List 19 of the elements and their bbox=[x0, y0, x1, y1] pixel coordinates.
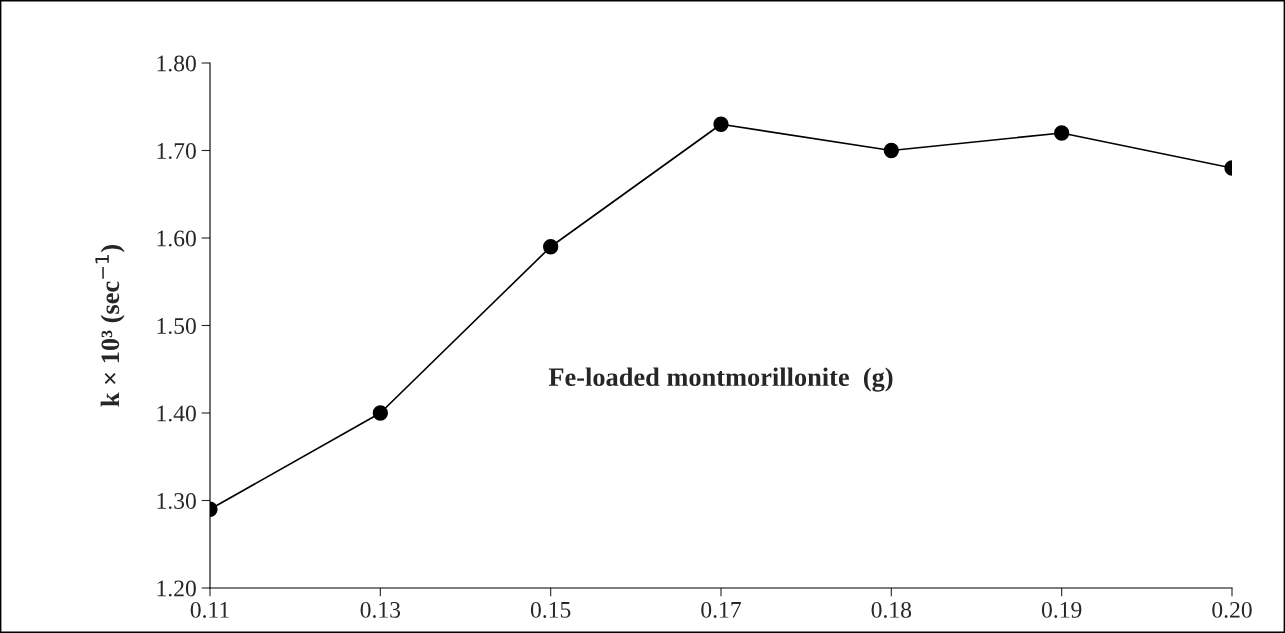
x-tick-label: 0.15 bbox=[530, 601, 571, 618]
x-tick-label: 0.17 bbox=[701, 601, 741, 618]
y-tick-label: 1.20 bbox=[157, 580, 196, 597]
x-tick-label: 0.20 bbox=[1212, 601, 1252, 618]
x-tick-label: 0.11 bbox=[190, 601, 229, 618]
y-tick-label: 1.80 bbox=[157, 55, 196, 72]
y-tick-label: 1.60 bbox=[157, 230, 196, 247]
y-tick-label: 1.30 bbox=[157, 492, 196, 510]
x-tick-label: 0.18 bbox=[871, 601, 912, 618]
point bbox=[713, 116, 729, 132]
point bbox=[883, 142, 899, 159]
point bbox=[543, 239, 559, 255]
y-tick-label: 1.40 bbox=[157, 405, 196, 422]
x-axis-title: Fe-loaded montmorillonite (g) bbox=[548, 367, 893, 392]
x-tick-label: 0.13 bbox=[360, 601, 401, 618]
y-tick-label: 1.50 bbox=[157, 317, 196, 335]
x-tick-label: 0.19 bbox=[1041, 601, 1082, 618]
y-axis-title: k × 10³ (sec$^{−1}$) bbox=[95, 245, 125, 407]
y-tick-label: 1.70 bbox=[157, 142, 196, 160]
